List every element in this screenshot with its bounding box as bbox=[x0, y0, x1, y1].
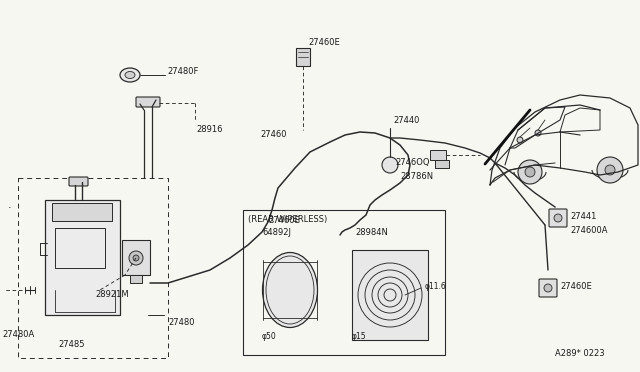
FancyBboxPatch shape bbox=[539, 279, 557, 297]
Text: φ50: φ50 bbox=[262, 332, 276, 341]
Text: 2746OQ: 2746OQ bbox=[395, 158, 429, 167]
Bar bbox=[296, 48, 310, 66]
Circle shape bbox=[129, 251, 143, 265]
Text: 28921M: 28921M bbox=[95, 290, 129, 299]
Text: 27480A: 27480A bbox=[2, 330, 35, 339]
Circle shape bbox=[518, 160, 542, 184]
FancyBboxPatch shape bbox=[136, 97, 160, 107]
Circle shape bbox=[554, 214, 562, 222]
Text: 27480: 27480 bbox=[168, 318, 195, 327]
Text: 27460: 27460 bbox=[260, 130, 287, 139]
Bar bbox=[55, 228, 105, 268]
Text: 27460E: 27460E bbox=[308, 38, 340, 47]
Ellipse shape bbox=[120, 68, 140, 82]
Text: φ15: φ15 bbox=[352, 332, 367, 341]
Text: 28984N: 28984N bbox=[355, 228, 388, 237]
Bar bbox=[435, 160, 449, 168]
Circle shape bbox=[544, 284, 552, 292]
Ellipse shape bbox=[125, 71, 135, 78]
Text: 274600A: 274600A bbox=[570, 226, 607, 235]
Text: 27441: 27441 bbox=[570, 212, 596, 221]
Text: 27460E: 27460E bbox=[268, 216, 300, 225]
Text: .: . bbox=[8, 200, 12, 210]
Bar bbox=[18, 178, 168, 358]
Text: A289* 0223: A289* 0223 bbox=[555, 349, 605, 358]
Bar bbox=[243, 210, 445, 355]
Bar bbox=[430, 150, 446, 160]
Ellipse shape bbox=[262, 253, 317, 327]
Circle shape bbox=[517, 137, 523, 143]
Text: (REAR WIPERLESS): (REAR WIPERLESS) bbox=[248, 215, 327, 224]
FancyBboxPatch shape bbox=[69, 177, 88, 186]
Text: 27485: 27485 bbox=[59, 340, 85, 349]
Text: 64892J: 64892J bbox=[262, 228, 291, 237]
Text: 28786N: 28786N bbox=[400, 172, 433, 181]
Circle shape bbox=[597, 157, 623, 183]
Text: 28916: 28916 bbox=[196, 125, 223, 134]
Text: 27460E: 27460E bbox=[560, 282, 592, 291]
FancyBboxPatch shape bbox=[549, 209, 567, 227]
Circle shape bbox=[605, 165, 615, 175]
Bar bbox=[52, 203, 112, 221]
Text: 27480F: 27480F bbox=[167, 67, 198, 77]
Bar bbox=[130, 275, 142, 283]
Circle shape bbox=[133, 255, 139, 261]
Text: φ11.6: φ11.6 bbox=[425, 282, 447, 291]
FancyBboxPatch shape bbox=[45, 200, 120, 315]
Circle shape bbox=[535, 130, 541, 136]
Text: 27440: 27440 bbox=[393, 116, 419, 125]
Bar bbox=[352, 250, 428, 340]
Bar bbox=[122, 240, 150, 275]
Circle shape bbox=[382, 157, 398, 173]
Circle shape bbox=[525, 167, 535, 177]
